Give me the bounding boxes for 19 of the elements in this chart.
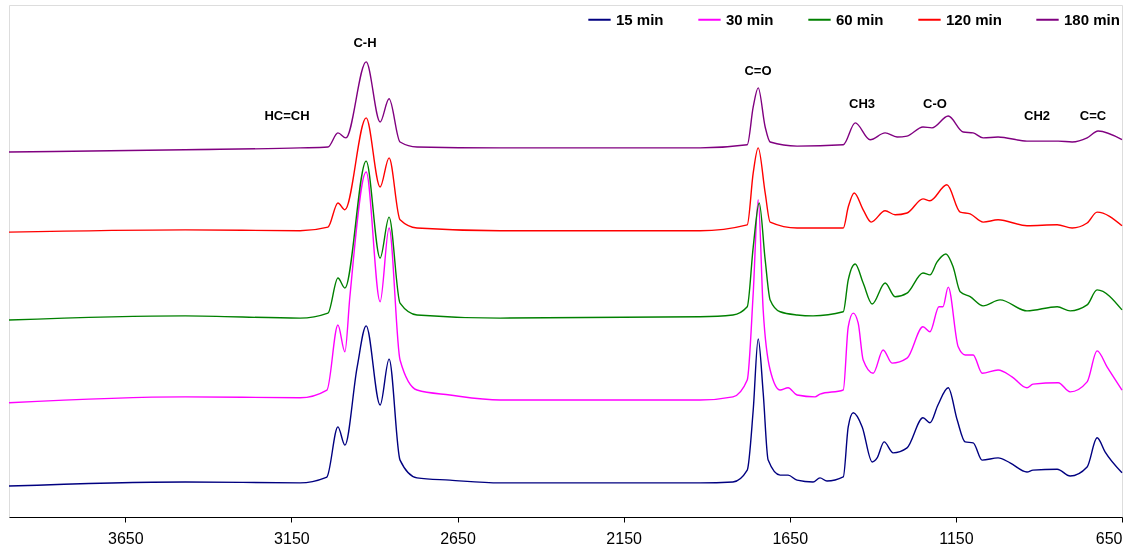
annotation: C=C <box>1079 108 1107 123</box>
legend-label: 15 min <box>616 10 664 28</box>
x-tick-label: 650 <box>1095 529 1123 547</box>
annotation: CH2 <box>1023 108 1051 123</box>
text: C-H <box>353 35 377 50</box>
annotation: C-O <box>923 96 947 111</box>
annotation: C=O <box>744 63 772 78</box>
x-tick-label: 2150 <box>606 529 643 547</box>
x-tick-label: 3650 <box>107 529 144 547</box>
legend-label: 180 min <box>1064 10 1120 28</box>
x-tick-label: 3150 <box>274 529 310 547</box>
x-tick-label: 1150 <box>939 529 974 547</box>
legend-label: 120 min <box>946 10 1002 28</box>
x-tick-label: 1650 <box>772 529 809 547</box>
annotation: CH3 <box>848 96 876 111</box>
x-tick-label: 2650 <box>440 529 476 547</box>
legend-label: 30 min <box>726 10 774 28</box>
legend-label: 60 min <box>836 10 884 28</box>
annotation: HC=CH <box>264 108 310 123</box>
